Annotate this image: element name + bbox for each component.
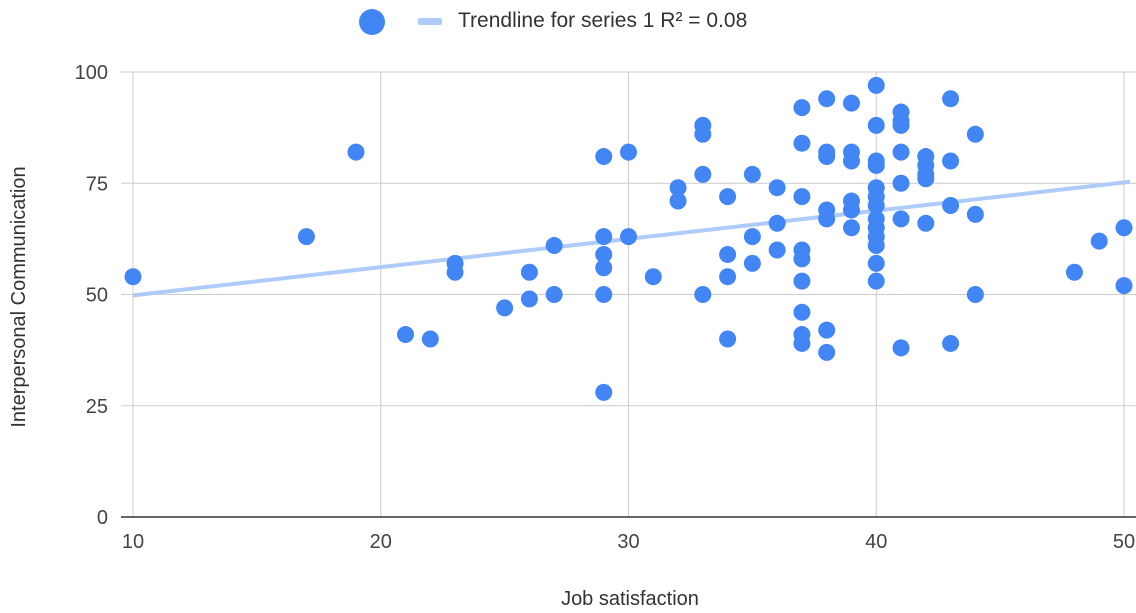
data-point	[595, 228, 613, 246]
data-point	[793, 303, 811, 321]
data-point	[917, 214, 935, 232]
data-point	[669, 179, 687, 197]
data-point	[892, 174, 910, 192]
data-point	[818, 321, 836, 339]
data-point	[892, 339, 910, 357]
data-point	[793, 272, 811, 290]
data-point	[818, 148, 836, 166]
x-tick-label: 20	[370, 531, 392, 553]
data-point	[496, 299, 514, 317]
data-point	[595, 245, 613, 263]
data-point	[719, 245, 737, 263]
data-point	[694, 165, 712, 183]
data-point	[892, 116, 910, 134]
data-point	[743, 228, 761, 246]
x-tick-label: 50	[1113, 531, 1135, 553]
x-tick-label: 30	[617, 531, 639, 553]
data-point	[644, 268, 662, 286]
data-point	[867, 254, 885, 272]
data-point	[818, 343, 836, 361]
tick-label-layer: 0 25 50 75 100 10 20 30 40 50	[75, 62, 1136, 553]
y-tick-label: 75	[86, 173, 108, 195]
data-point	[867, 116, 885, 134]
data-point	[669, 192, 687, 210]
data-point	[768, 179, 786, 197]
x-tick-label: 10	[122, 531, 144, 553]
data-point	[545, 286, 563, 303]
data-point	[768, 214, 786, 232]
data-point	[694, 286, 712, 303]
data-point	[842, 152, 860, 170]
data-point	[595, 383, 613, 401]
data-point	[892, 143, 910, 161]
data-point	[867, 156, 885, 174]
data-point	[793, 334, 811, 352]
data-point	[793, 188, 811, 206]
data-point	[867, 76, 885, 94]
x-axis-label: Job satisfaction	[561, 588, 699, 610]
data-point	[867, 272, 885, 290]
data-point	[421, 330, 439, 348]
data-point	[620, 228, 637, 246]
data-point	[818, 210, 836, 228]
point-layer	[124, 76, 1133, 401]
data-point	[297, 228, 315, 246]
data-point	[620, 143, 637, 161]
data-point	[1115, 219, 1133, 237]
x-tick-label: 40	[865, 531, 887, 553]
data-point	[867, 197, 885, 214]
data-point	[793, 99, 811, 117]
data-point	[942, 90, 960, 108]
data-point	[743, 165, 761, 183]
data-point	[942, 334, 960, 352]
data-point	[446, 263, 464, 281]
data-point	[842, 201, 860, 219]
legend-series-marker[interactable]	[359, 9, 385, 35]
data-point	[397, 326, 415, 344]
data-point	[595, 286, 613, 303]
data-point	[719, 188, 737, 206]
data-point	[768, 241, 786, 259]
data-point	[793, 250, 811, 268]
data-point	[719, 330, 737, 348]
data-point	[966, 286, 984, 303]
data-point	[1115, 277, 1133, 295]
data-point	[842, 219, 860, 237]
data-point	[966, 205, 984, 223]
data-point	[719, 268, 737, 286]
data-point	[892, 210, 910, 228]
y-tick-label: 50	[86, 285, 108, 307]
data-point	[694, 125, 712, 143]
data-point	[818, 90, 836, 108]
y-tick-label: 25	[86, 396, 108, 418]
data-point	[595, 148, 613, 166]
data-point	[595, 259, 613, 277]
data-point	[942, 197, 960, 214]
data-point	[520, 290, 538, 308]
data-point	[347, 143, 365, 161]
data-point	[124, 268, 142, 286]
data-point	[545, 237, 563, 255]
data-point	[842, 94, 860, 112]
y-tick-label: 100	[75, 62, 108, 84]
data-point	[793, 134, 811, 152]
legend-trendline-label: Trendline for series 1 R² = 0.08	[458, 9, 748, 32]
data-point	[966, 125, 984, 143]
y-tick-label: 0	[97, 507, 108, 529]
y-axis-label: Interpersonal Communication	[8, 166, 30, 428]
legend: Trendline for series 1 R² = 0.08	[0, 0, 1136, 44]
data-point	[917, 170, 935, 188]
data-point	[1065, 263, 1083, 281]
legend-trendline-marker[interactable]	[418, 18, 442, 25]
data-point	[942, 152, 960, 170]
data-point	[743, 254, 761, 272]
data-point	[1090, 232, 1108, 250]
data-point	[520, 263, 538, 281]
data-point	[867, 237, 885, 255]
